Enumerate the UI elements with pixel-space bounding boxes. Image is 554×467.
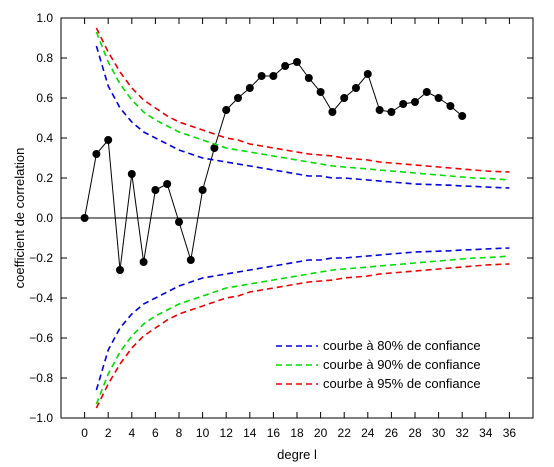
confidence-upper-line-3	[95, 27, 510, 173]
y-tick-label: 0.0	[36, 211, 53, 225]
y-tick-label: 0.8	[36, 51, 53, 65]
legend-label: courbe à 80% de confiance	[323, 338, 481, 353]
y-tick-label: −0.6	[29, 331, 53, 345]
data-point	[458, 112, 467, 120]
data-point	[375, 106, 384, 114]
x-tick-label: 10	[196, 426, 210, 440]
x-tick-label: 30	[432, 426, 446, 440]
data-point	[269, 72, 278, 80]
data-point	[151, 186, 160, 194]
confidence-lower-line-3	[95, 263, 510, 409]
data-point	[104, 136, 113, 144]
data-point	[304, 74, 313, 82]
data-point	[328, 108, 337, 116]
correlation-line	[84, 61, 463, 271]
data-point	[399, 100, 408, 108]
x-tick-label: 18	[290, 426, 304, 440]
x-tick-label: 12	[220, 426, 234, 440]
y-tick-label: −0.2	[29, 251, 53, 265]
confidence-lower-line-2	[95, 255, 510, 405]
y-tick-label: 0.2	[36, 171, 53, 185]
data-point	[245, 84, 254, 92]
data-point	[411, 98, 419, 106]
legend: courbe à 80% de confiance courbe à 90% de…	[276, 338, 481, 391]
x-tick-label: 6	[152, 426, 159, 440]
data-point	[198, 186, 207, 194]
confidence-lower-line-1	[95, 247, 510, 391]
data-point	[352, 84, 360, 92]
data-point	[80, 214, 89, 222]
data-point	[257, 72, 266, 80]
x-axis-label: degre l	[277, 447, 317, 462]
x-tick-label: 2	[105, 426, 112, 440]
x-tick-label: 34	[479, 426, 493, 440]
x-tick-label: 26	[385, 426, 399, 440]
data-point	[234, 94, 242, 102]
x-tick-label: 36	[503, 426, 517, 440]
x-tick-label: 20	[314, 426, 328, 440]
data-point	[127, 170, 136, 178]
data-point	[422, 88, 431, 96]
data-point	[139, 258, 148, 266]
y-tick-label: −0.8	[29, 371, 53, 385]
data-point	[293, 58, 301, 66]
x-tick-label: 32	[456, 426, 470, 440]
y-tick-label: 0.4	[36, 131, 53, 145]
x-tick-label: 24	[361, 426, 375, 440]
x-tick-label: 8	[176, 426, 183, 440]
data-point	[222, 106, 231, 114]
confidence-upper-line-1	[95, 45, 510, 189]
y-axis-label: coefficient de correlation	[12, 148, 27, 289]
data-point	[316, 88, 325, 96]
y-tick-label: 1.0	[36, 11, 53, 25]
x-tick-label: 22	[338, 426, 352, 440]
series-layer	[80, 27, 510, 409]
data-point	[210, 144, 219, 152]
data-point	[446, 102, 455, 110]
data-point	[186, 256, 195, 264]
x-tick-label: 28	[408, 426, 422, 440]
legend-label: courbe à 90% de confiance	[323, 357, 481, 372]
x-tick-label: 4	[128, 426, 135, 440]
y-tick-label: −0.4	[29, 291, 53, 305]
confidence-upper-line-2	[95, 31, 510, 181]
data-point	[175, 218, 183, 226]
data-point	[363, 70, 372, 78]
data-point	[387, 108, 396, 116]
data-point	[92, 150, 101, 158]
x-tick-label: 14	[243, 426, 257, 440]
x-tick-label: 16	[267, 426, 281, 440]
y-tick-label: −1.0	[29, 411, 53, 425]
data-point	[163, 180, 172, 188]
data-point	[434, 94, 443, 102]
data-point	[116, 266, 124, 274]
ticks-layer: 0 2 4 6 8 10 12 14 16 18 20 22 24 26 28 30 32 34 36−1.0−0.…	[29, 11, 533, 440]
legend-label: courbe à 95% de confiance	[323, 376, 481, 391]
x-tick-label: 0	[81, 426, 88, 440]
data-point	[340, 94, 349, 102]
data-point	[281, 62, 290, 70]
y-tick-label: 0.6	[36, 91, 53, 105]
